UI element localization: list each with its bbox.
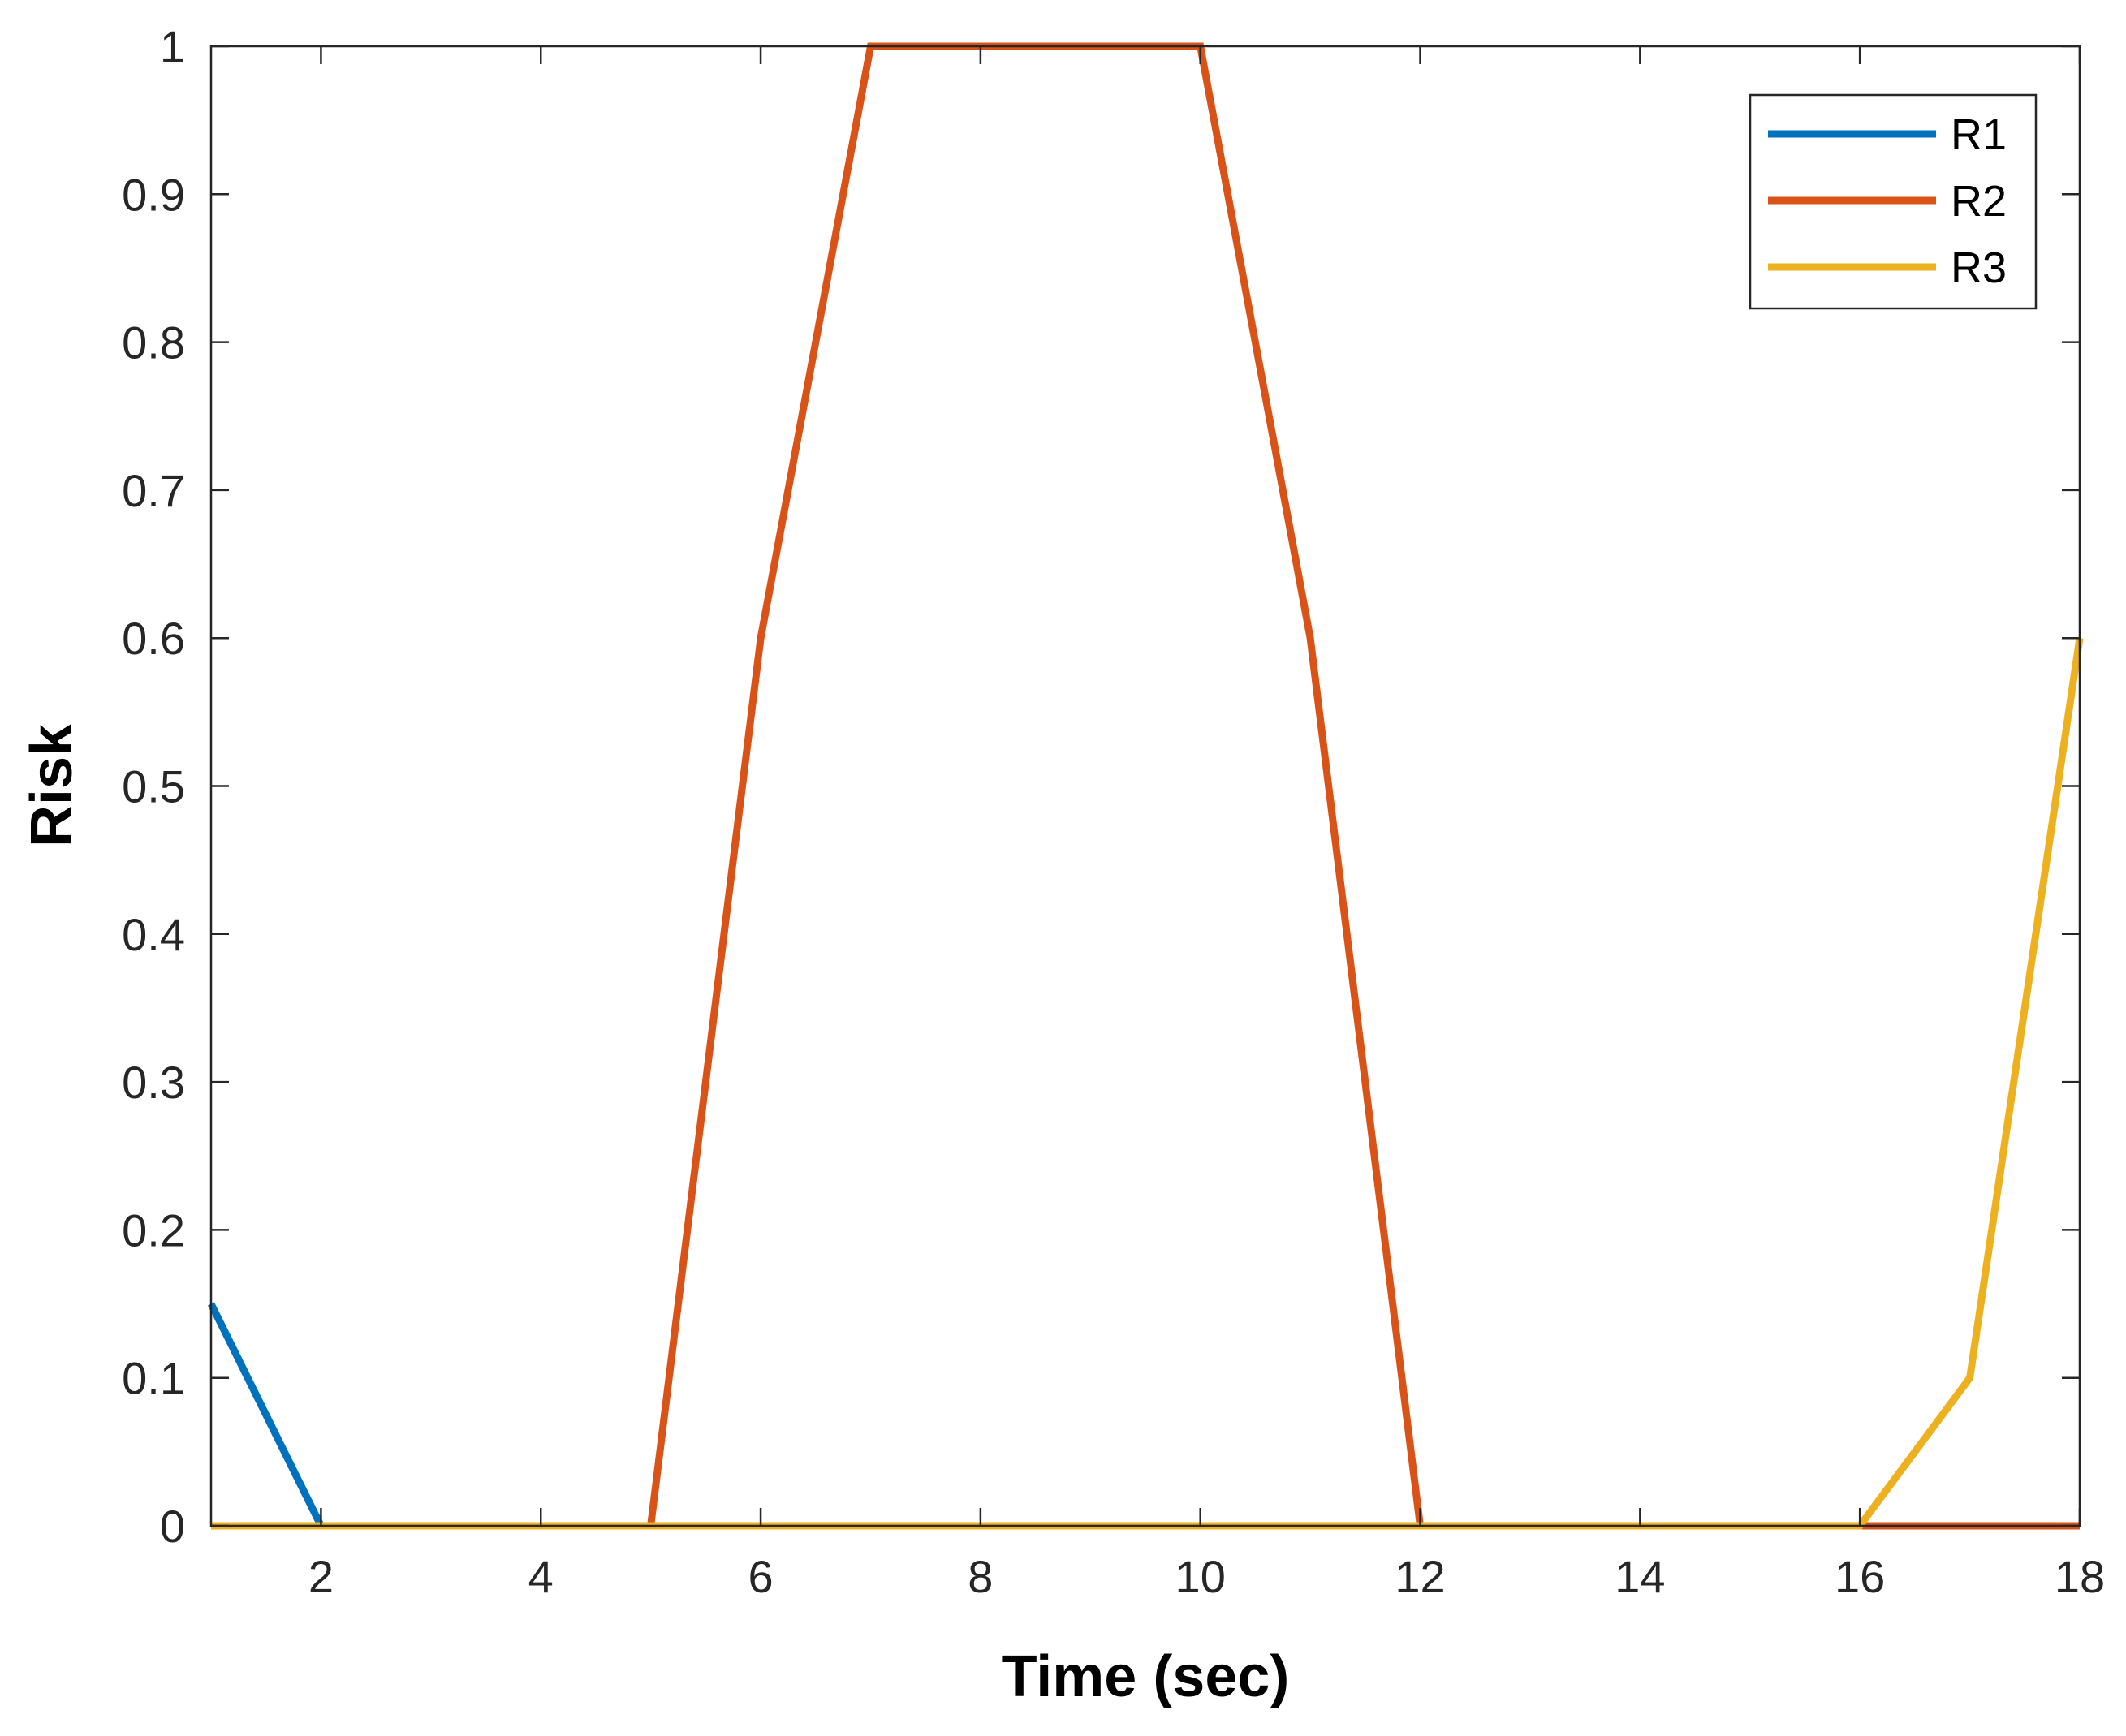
y-tick-label: 0 xyxy=(160,1501,185,1552)
legend-label-r1: R1 xyxy=(1951,110,2007,159)
x-tick-label: 14 xyxy=(1615,1551,1665,1602)
x-tick-label: 2 xyxy=(308,1551,334,1602)
legend-label-r3: R3 xyxy=(1951,243,2007,292)
legend: R1 R2 R3 xyxy=(1749,93,2038,310)
x-tick-label: 6 xyxy=(748,1551,773,1602)
y-tick-label: 0.1 xyxy=(122,1353,185,1404)
x-tick-label: 16 xyxy=(1835,1551,1885,1602)
plot-frame xyxy=(209,45,2081,1527)
y-tick-label: 0.6 xyxy=(122,613,185,664)
y-axis-label: Risk xyxy=(19,723,84,847)
x-tick-label: 12 xyxy=(1395,1551,1445,1602)
x-tick-label: 8 xyxy=(968,1551,993,1602)
tick-labels: 2 4 6 8 10 12 14 16 18 0 0.1 0.2 0.3 0.4 0.5 0.6 0.7 0.8 0… xyxy=(122,21,2105,1602)
y-tick-label: 0.2 xyxy=(122,1204,185,1256)
y-tick-label: 0.9 xyxy=(122,169,185,220)
y-tick-label: 0.7 xyxy=(122,465,185,516)
legend-label-r2: R2 xyxy=(1951,177,2007,226)
x-tick-label: 10 xyxy=(1175,1551,1226,1602)
y-tick-label: 0.3 xyxy=(122,1057,185,1108)
y-tick-label: 0.8 xyxy=(122,317,185,368)
legend-entries: R1 R2 R3 xyxy=(1768,110,2007,292)
x-tick-label: 4 xyxy=(528,1551,554,1602)
x-tick-label: 18 xyxy=(2055,1551,2105,1602)
y-tick-label: 1 xyxy=(160,21,185,72)
x-axis-label: Time (sec) xyxy=(1002,1644,1290,1709)
y-tick-label: 0.4 xyxy=(122,909,185,960)
y-tick-label: 0.5 xyxy=(122,761,185,812)
